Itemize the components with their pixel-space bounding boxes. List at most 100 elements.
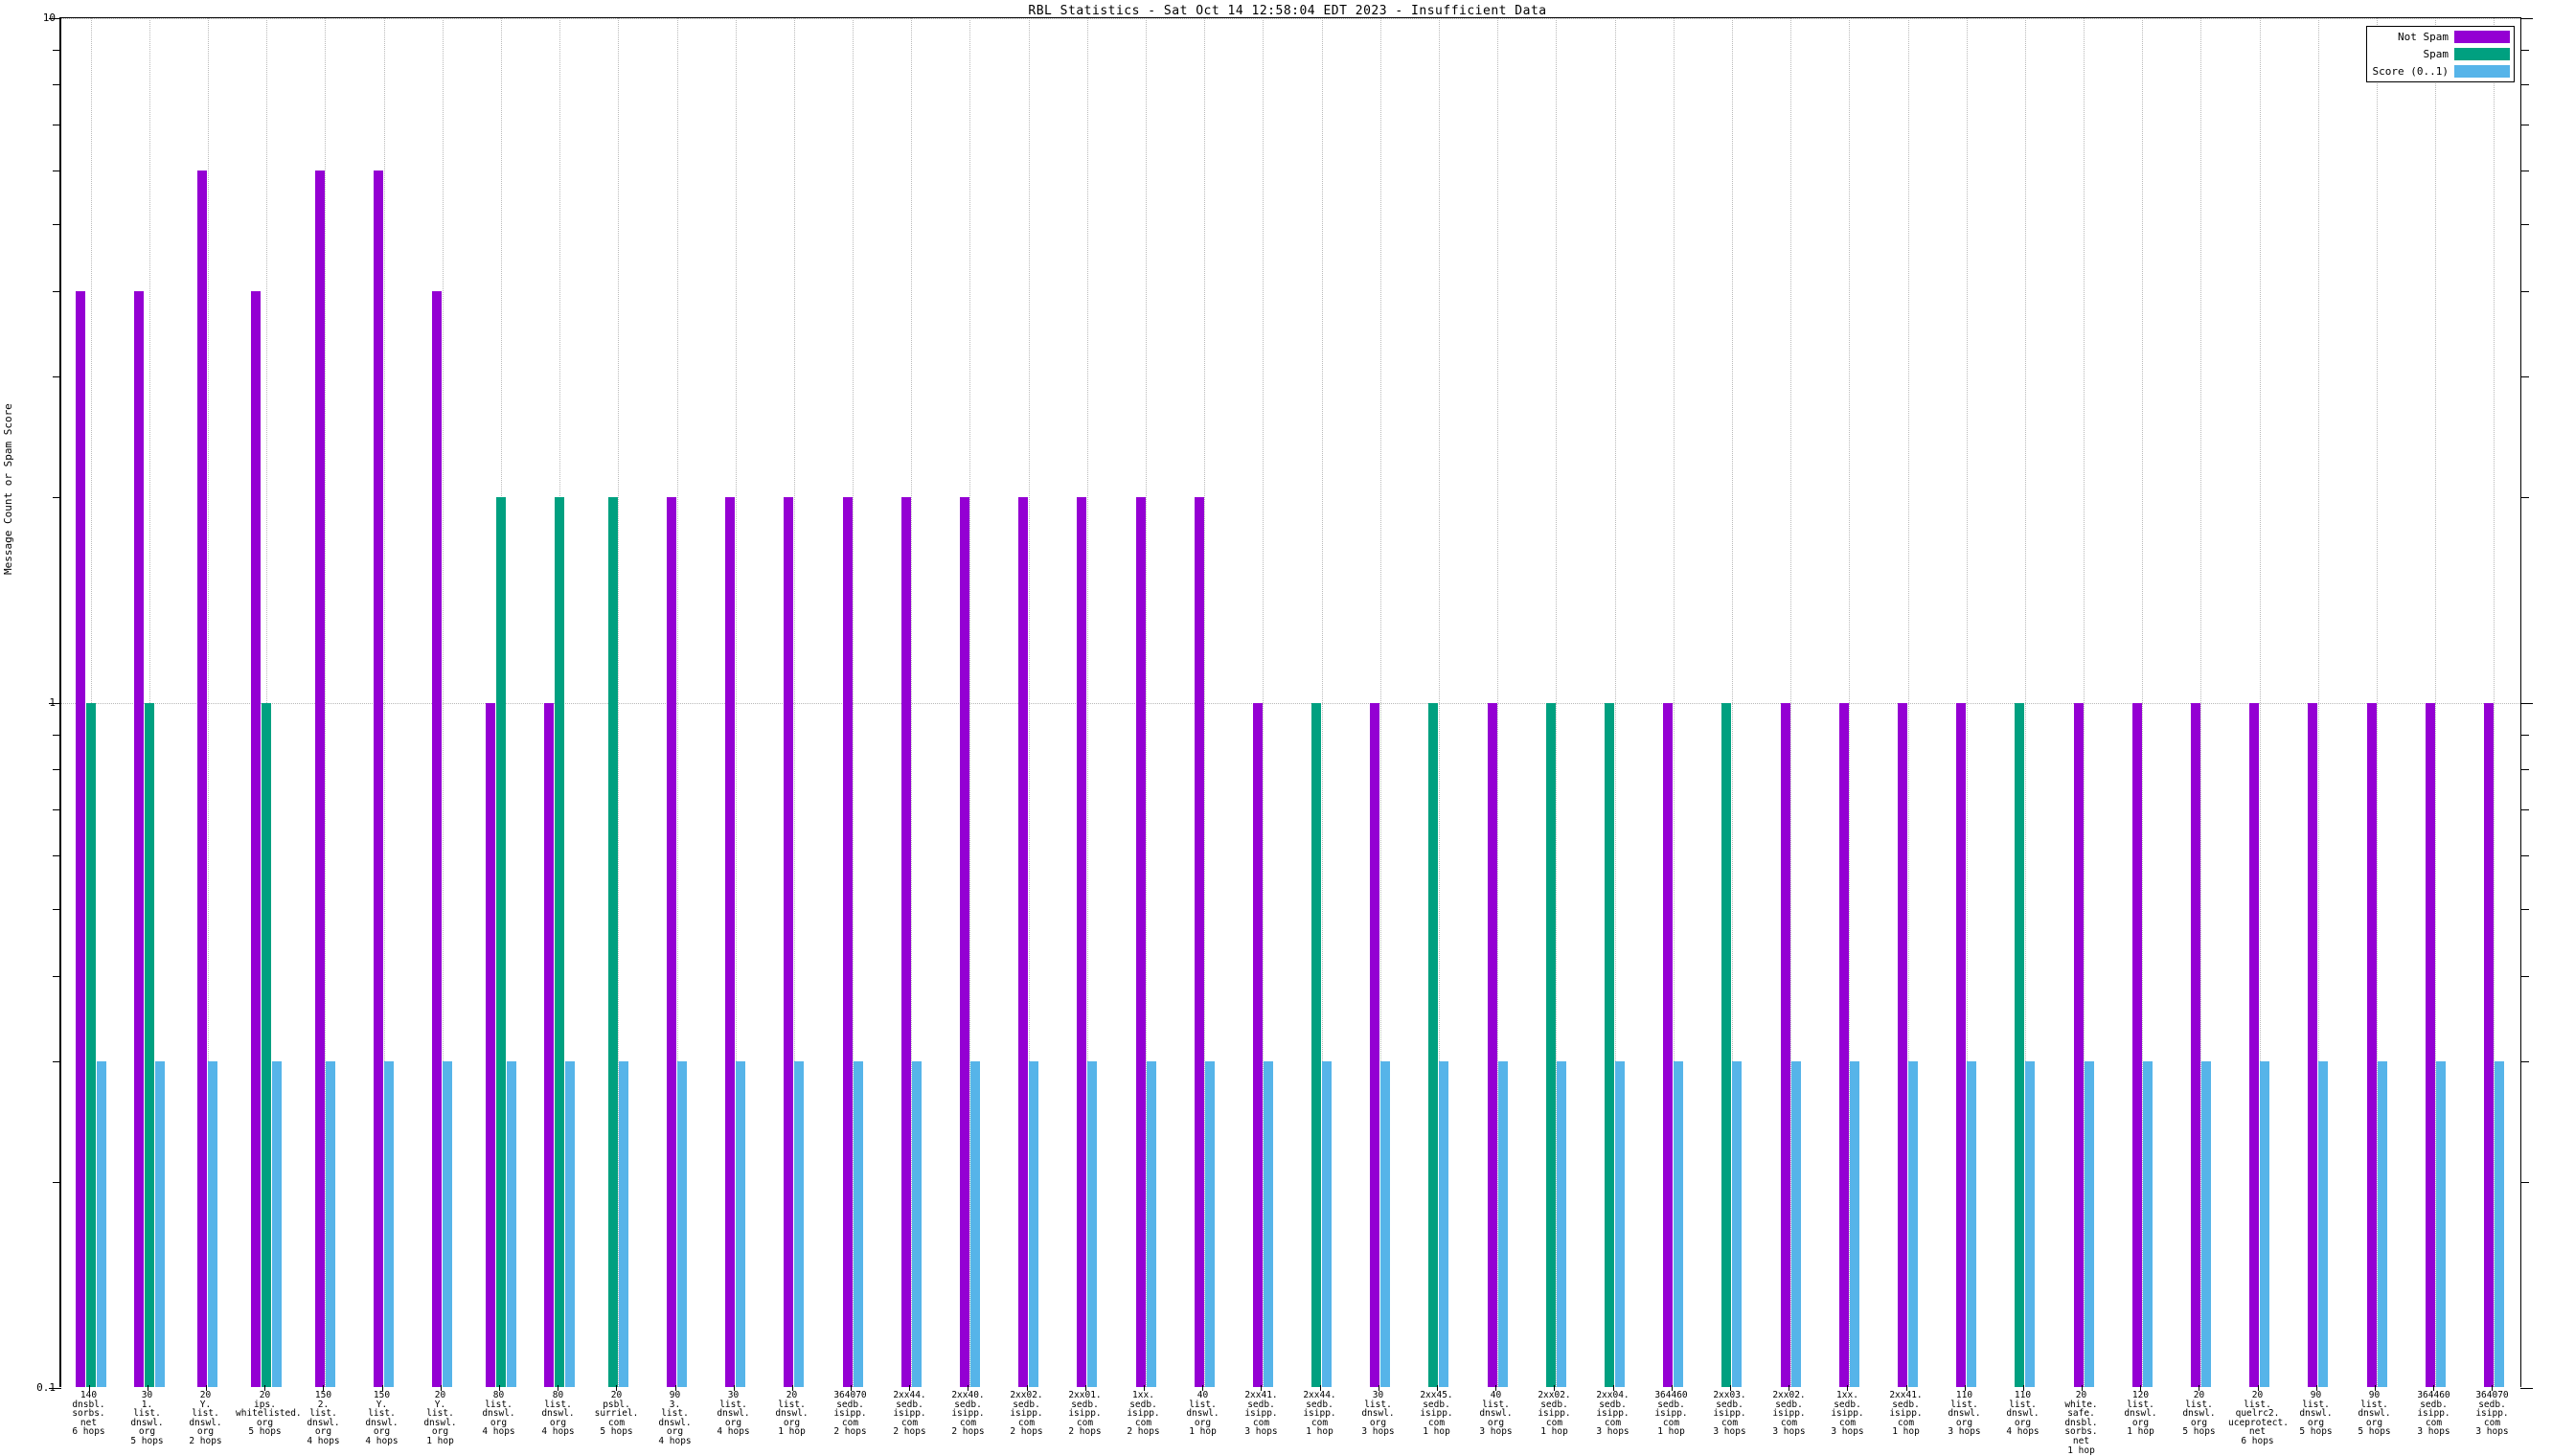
bar-spam [1428,703,1438,1387]
bar-score [2201,1061,2211,1387]
x-tick-label: 1xx. sedb. isipp. com 2 hops [1127,1390,1160,1438]
legend-swatch-not-spam [2454,31,2510,43]
x-gridline [384,18,386,1387]
x-tick-label: 150 Y. list. dnswl. org 4 hops [365,1390,399,1446]
bar-not-spam [2249,703,2259,1387]
bar-not-spam [1839,703,1849,1387]
x-gridline [677,18,679,1387]
x-tick [792,1385,793,1391]
bar-not-spam [1663,703,1673,1387]
bar-not-spam [1488,703,1497,1387]
x-gridline [2025,18,2027,1387]
x-tick-label: 150 2. list. dnswl. org 4 hops [307,1390,340,1446]
x-tick [1320,1385,1321,1391]
x-tick [1965,1385,1966,1391]
x-tick-label: 2xx03. sedb. isipp. com 3 hops [1713,1390,1746,1438]
x-tick-label: 2xx01. sedb. isipp. com 2 hops [1068,1390,1102,1438]
x-tick [1554,1385,1555,1391]
x-tick [499,1385,500,1391]
bar-not-spam [1077,497,1086,1387]
y-tick-minor-right [2520,1181,2529,1183]
bar-score [1147,1061,1156,1387]
x-tick-label: 2xx02. sedb. isipp. com 3 hops [1772,1390,1806,1438]
x-tick-label: 80 list. dnswl. org 4 hops [541,1390,575,1438]
bar-not-spam [1136,497,1146,1387]
x-tick [2082,1385,2083,1391]
x-tick-label: 2xx44. sedb. isipp. com 1 hop [1303,1390,1336,1438]
x-tick [2375,1385,2376,1391]
bar-not-spam [784,497,793,1387]
x-gridline [969,18,971,1387]
bar-score [2378,1061,2387,1387]
legend-item-not-spam: Not Spam [2373,31,2510,43]
bar-not-spam [1253,703,1263,1387]
bar-not-spam [2426,703,2435,1387]
x-gridline [1380,18,1382,1387]
y-tick-minor [53,224,61,226]
bar-not-spam [486,703,495,1387]
x-gridline [911,18,913,1387]
x-tick [441,1385,442,1391]
bar-spam [1546,703,1556,1387]
bar-score [2085,1061,2094,1387]
y-tick-minor [53,84,61,86]
x-tick [909,1385,910,1391]
bar-score [155,1061,165,1387]
x-gridline [2494,18,2495,1387]
x-tick-label: 110 list. dnswl. org 4 hops [2006,1390,2039,1438]
bar-score [1850,1061,1859,1387]
y-tick-minor-right [2520,375,2529,377]
x-gridline [2318,18,2320,1387]
bar-score [1498,1061,1508,1387]
bar-not-spam [134,291,144,1387]
bar-spam [496,497,506,1387]
x-gridline [1029,18,1031,1387]
bar-spam [1605,703,1614,1387]
x-tick-label: 2xx45. sedb. isipp. com 1 hop [1420,1390,1453,1438]
bar-score [1557,1061,1566,1387]
x-gridline [1322,18,1324,1387]
bar-score [854,1061,863,1387]
bar-score [1087,1061,1097,1387]
y-tick-minor-right [2520,808,2529,810]
page-title: RBL Statistics - Sat Oct 14 12:58:04 EDT… [1028,4,1547,18]
bar-score [208,1061,217,1387]
bar-not-spam [2191,703,2200,1387]
bar-not-spam [76,291,85,1387]
x-gridline [2435,18,2437,1387]
x-gridline [1439,18,1441,1387]
y-tick-major [49,18,61,19]
x-tick [734,1385,735,1391]
x-tick [1144,1385,1145,1391]
bar-spam [1311,703,1321,1387]
y-tick-minor-right [2520,496,2529,498]
y-tick-label: 1 [49,696,56,709]
x-gridline [1204,18,1206,1387]
x-tick-label: 1xx. sedb. isipp. com 3 hops [1831,1390,1864,1438]
bar-score [97,1061,106,1387]
bar-not-spam [1898,703,1907,1387]
x-gridline [1849,18,1851,1387]
x-tick [616,1385,617,1391]
x-tick-label: 90 3. list. dnswl. org 4 hops [658,1390,692,1446]
bar-score [2143,1061,2153,1387]
bar-not-spam [843,497,853,1387]
x-gridline [266,18,268,1387]
x-tick-label: 364070 sedb. isipp. com 3 hops [2475,1390,2509,1438]
y-gridline [61,703,2520,704]
x-tick [851,1385,852,1391]
bar-score [1674,1061,1683,1387]
x-tick-label: 20 ips. whitelisted. org 5 hops [236,1390,302,1438]
bar-spam [86,703,96,1387]
x-gridline [736,18,738,1387]
x-tick-label: 140 dnsbl. sorbs. net 6 hops [72,1390,105,1438]
legend: Not Spam Spam Score (0..1) [2365,26,2515,82]
y-tick-major-right [2520,703,2533,704]
x-tick [1906,1385,1907,1391]
x-tick [2433,1385,2434,1391]
x-gridline [2377,18,2379,1387]
x-tick [2023,1385,2024,1391]
x-tick-label: 80 list. dnswl. org 4 hops [482,1390,515,1438]
bar-score [736,1061,745,1387]
x-tick [1613,1385,1614,1391]
